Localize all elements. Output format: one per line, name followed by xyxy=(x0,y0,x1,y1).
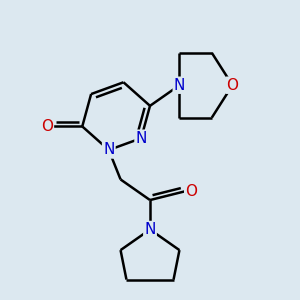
Text: N: N xyxy=(136,131,147,146)
Text: O: O xyxy=(226,78,238,93)
Text: O: O xyxy=(185,184,197,199)
Text: N: N xyxy=(174,78,185,93)
Text: N: N xyxy=(103,142,115,158)
Text: O: O xyxy=(41,119,53,134)
Text: N: N xyxy=(144,222,156,237)
